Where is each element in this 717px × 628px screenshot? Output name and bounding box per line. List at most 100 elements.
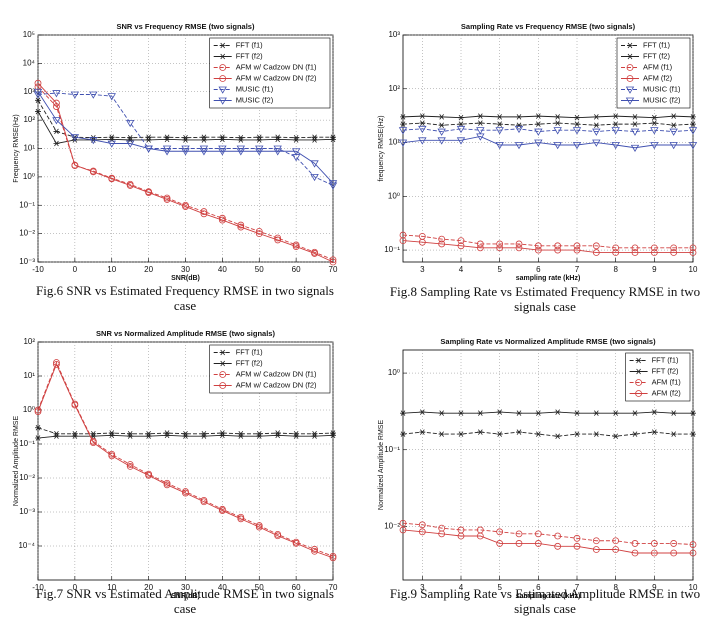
marker [574, 114, 580, 121]
marker [164, 136, 171, 143]
marker [53, 140, 60, 147]
marker [650, 540, 658, 547]
y-tick-label: 10⁻¹ [19, 200, 35, 209]
y-tick-label: 10⁰ [23, 172, 35, 181]
x-tick-label: 10 [689, 583, 698, 592]
marker [572, 127, 582, 135]
marker [670, 549, 678, 557]
marker [554, 242, 562, 250]
x-tick-label: 5 [497, 583, 502, 592]
marker [126, 462, 134, 470]
y-tick-label: 10⁻⁴ [18, 541, 35, 550]
marker [496, 114, 503, 120]
y-axis-label: Frequency RMSE(Hz) [13, 114, 20, 182]
marker [53, 99, 60, 107]
marker [689, 249, 697, 256]
y-tick-label: 10⁻¹ [384, 245, 400, 254]
legend-label: MUSIC (f1) [643, 84, 681, 93]
marker [219, 42, 226, 49]
marker [293, 137, 300, 143]
marker [650, 249, 658, 256]
x-tick-label: 5 [497, 265, 502, 274]
marker [456, 125, 466, 134]
y-axis-label: frequency RMSE(Hz) [378, 115, 385, 181]
x-tick-label: 20 [144, 583, 153, 592]
marker [593, 122, 600, 128]
x-tick-label: 60 [292, 583, 301, 592]
marker [458, 114, 464, 121]
marker [627, 42, 633, 49]
x-tick-label: 40 [218, 583, 227, 592]
marker [219, 432, 226, 439]
marker [516, 114, 522, 120]
marker [689, 541, 697, 548]
legend-label: FFT (f1) [652, 355, 679, 364]
x-tick-label: 3 [420, 583, 425, 592]
marker [33, 88, 43, 97]
marker [651, 429, 658, 435]
marker [496, 528, 504, 536]
marker [52, 117, 61, 125]
marker [625, 86, 635, 94]
marker [255, 227, 263, 235]
marker [534, 530, 542, 538]
marker [496, 431, 503, 437]
marker [534, 242, 542, 250]
marker [328, 180, 338, 188]
marker [145, 433, 152, 439]
marker [163, 481, 171, 489]
x-tick-label: 0 [73, 265, 78, 274]
marker [218, 507, 226, 514]
marker [631, 244, 639, 252]
marker [554, 246, 562, 254]
x-tick-label: 4 [459, 265, 464, 274]
marker [476, 244, 484, 252]
marker [255, 230, 263, 238]
marker [554, 433, 561, 439]
marker [438, 431, 445, 437]
figure-caption: Fig.6 SNR vs Estimated Frequency RMSE in… [36, 283, 334, 313]
marker [330, 432, 336, 439]
marker [612, 249, 620, 256]
x-tick-label: 0 [73, 583, 78, 592]
marker [625, 97, 635, 105]
marker [219, 64, 227, 71]
marker [35, 108, 41, 115]
marker [438, 530, 446, 538]
y-tick-label: 10⁰ [23, 405, 35, 414]
chart-title: Sampling Rate vs Normalized Amplitude RM… [440, 337, 656, 346]
marker [89, 168, 97, 176]
marker [145, 137, 152, 143]
marker [632, 121, 638, 127]
legend-label: AFM (f2) [652, 388, 682, 397]
marker [438, 114, 445, 120]
marker [669, 142, 678, 150]
marker [311, 250, 318, 257]
marker [292, 243, 300, 250]
marker [200, 210, 208, 218]
y-tick-label: 10³ [388, 30, 400, 39]
x-tick-label: 30 [181, 583, 190, 592]
marker [256, 433, 263, 439]
marker [650, 127, 659, 135]
marker [592, 139, 601, 147]
marker [237, 515, 245, 523]
y-tick-label: 10² [388, 84, 400, 93]
marker [611, 127, 620, 135]
x-tick-label: 20 [144, 265, 153, 274]
marker [514, 125, 524, 134]
marker [458, 410, 464, 416]
marker [144, 145, 153, 153]
x-axis-label: SNR(dB) [171, 275, 200, 282]
marker [89, 439, 97, 446]
marker [200, 208, 208, 215]
series-line [37, 86, 334, 261]
marker [399, 231, 407, 239]
series-line [402, 234, 693, 249]
marker [418, 528, 426, 536]
marker [670, 113, 677, 119]
marker [126, 182, 134, 189]
legend-label: FFT (f2) [236, 51, 263, 60]
marker [689, 244, 697, 252]
marker [456, 137, 466, 145]
